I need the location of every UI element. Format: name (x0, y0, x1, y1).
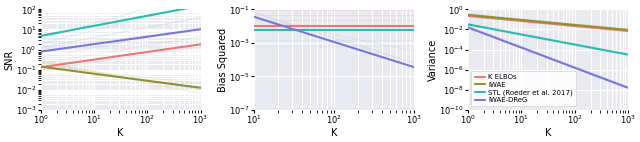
X-axis label: K: K (331, 128, 337, 138)
Legend: K ELBOs, IWAE, STL (Roeder et al. 2017), IWAE-DReG: K ELBOs, IWAE, STL (Roeder et al. 2017),… (472, 71, 577, 106)
X-axis label: K: K (545, 128, 551, 138)
Y-axis label: SNR: SNR (4, 49, 14, 70)
X-axis label: K: K (117, 128, 124, 138)
Y-axis label: Bias Squared: Bias Squared (218, 28, 228, 92)
Y-axis label: Variance: Variance (428, 38, 438, 81)
